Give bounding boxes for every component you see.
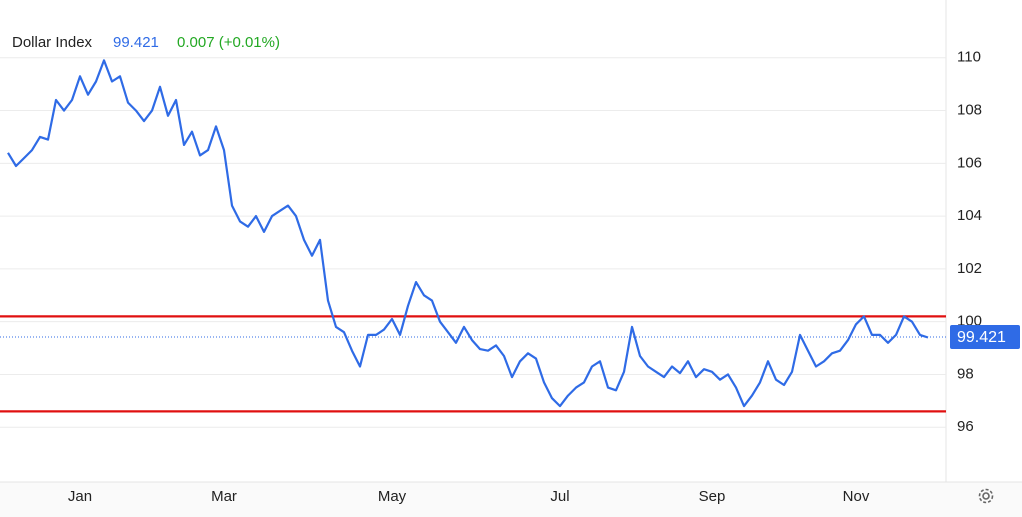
last-value: 99.421 xyxy=(113,34,159,51)
y-tick-label: 108 xyxy=(957,102,982,119)
change: 0.007 (+0.01%) xyxy=(177,34,280,51)
x-tick-label: Sep xyxy=(699,488,726,505)
x-tick-label: Jul xyxy=(550,488,569,505)
y-tick-label: 98 xyxy=(957,365,974,382)
x-tick-label: Mar xyxy=(211,488,237,505)
price-line xyxy=(7,59,929,408)
x-tick-label: Jan xyxy=(68,488,92,505)
y-tick-label: 104 xyxy=(957,207,982,224)
chart-title: Dollar Index xyxy=(12,34,93,51)
price-tag-label: 99.421 xyxy=(957,329,1006,346)
y-tick-label: 96 xyxy=(957,418,974,435)
y-tick-label: 106 xyxy=(957,154,982,171)
x-tick-label: May xyxy=(378,488,407,505)
y-tick-label: 110 xyxy=(957,49,981,66)
footer-bar xyxy=(0,482,1022,517)
settings-icon[interactable] xyxy=(978,488,994,504)
price-tag xyxy=(950,324,1020,349)
x-tick-label: Nov xyxy=(843,488,870,505)
y-tick-label: 102 xyxy=(957,260,982,277)
